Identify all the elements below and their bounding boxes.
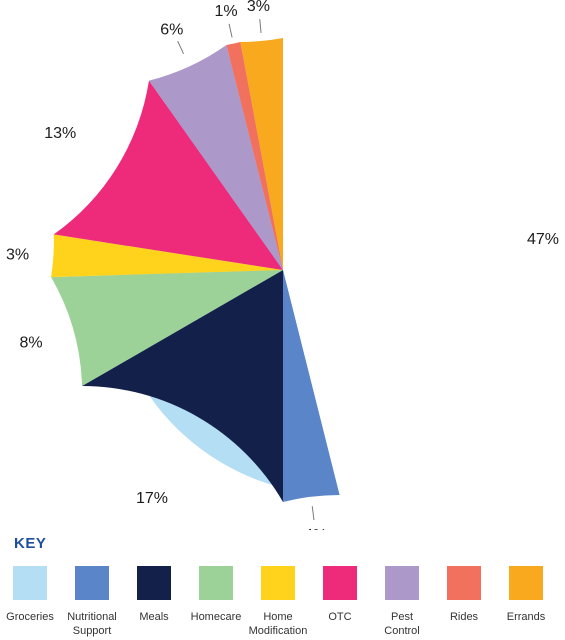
pie-slice-otc (53, 80, 284, 270)
legend-label: Pest Control (384, 611, 420, 637)
data-label: 6% (160, 21, 183, 38)
legend-label: Groceries (6, 611, 54, 623)
legend-swatch (447, 566, 481, 600)
legend-swatch (137, 566, 171, 600)
legend-label: Homecare (190, 611, 242, 623)
legend-swatch (261, 566, 295, 600)
data-label: 13% (44, 125, 76, 142)
legend-swatch (13, 566, 47, 600)
legend-swatch (75, 566, 109, 600)
legend-swatch (323, 566, 357, 600)
pie-slice-meals (82, 270, 283, 502)
label-leader-line (177, 40, 184, 54)
legend-label: Errands (506, 611, 546, 623)
pie-slice-homecare (51, 270, 283, 386)
data-label: 3% (6, 247, 29, 264)
legend-swatch (509, 566, 543, 600)
data-label: 3% (247, 0, 270, 15)
pie-slice-home-modification (51, 234, 283, 278)
pie-slice-nutritional-support (283, 270, 340, 502)
label-leader-line (259, 19, 262, 34)
label-leader-line (228, 23, 233, 38)
legend-swatch (199, 566, 233, 600)
label-leader-line (311, 506, 315, 521)
legend: Groceries Nutritional Support Meals Homecar… (0, 566, 565, 640)
pie-slice-rides (226, 41, 283, 270)
legend-label: Nutritional Support (67, 611, 117, 637)
data-label: 1% (215, 3, 238, 20)
data-label: 4% (304, 527, 327, 530)
legend-label: Rides (449, 611, 479, 623)
legend-label: Home Modification (248, 611, 308, 637)
legend-title: KEY (14, 535, 47, 552)
legend-label: OTC (328, 611, 352, 623)
legend-swatch (385, 566, 419, 600)
data-label: 47% (527, 231, 559, 248)
pie-slice-pest-control (148, 45, 283, 270)
pie-slice-errands (240, 38, 283, 270)
pie-chart: 47% 4% 17% 8% 3% 13% 6% 1% 3% (6, 0, 559, 530)
legend-label: Meals (139, 611, 169, 623)
data-label: 17% (136, 490, 168, 507)
data-label: 8% (19, 335, 42, 352)
